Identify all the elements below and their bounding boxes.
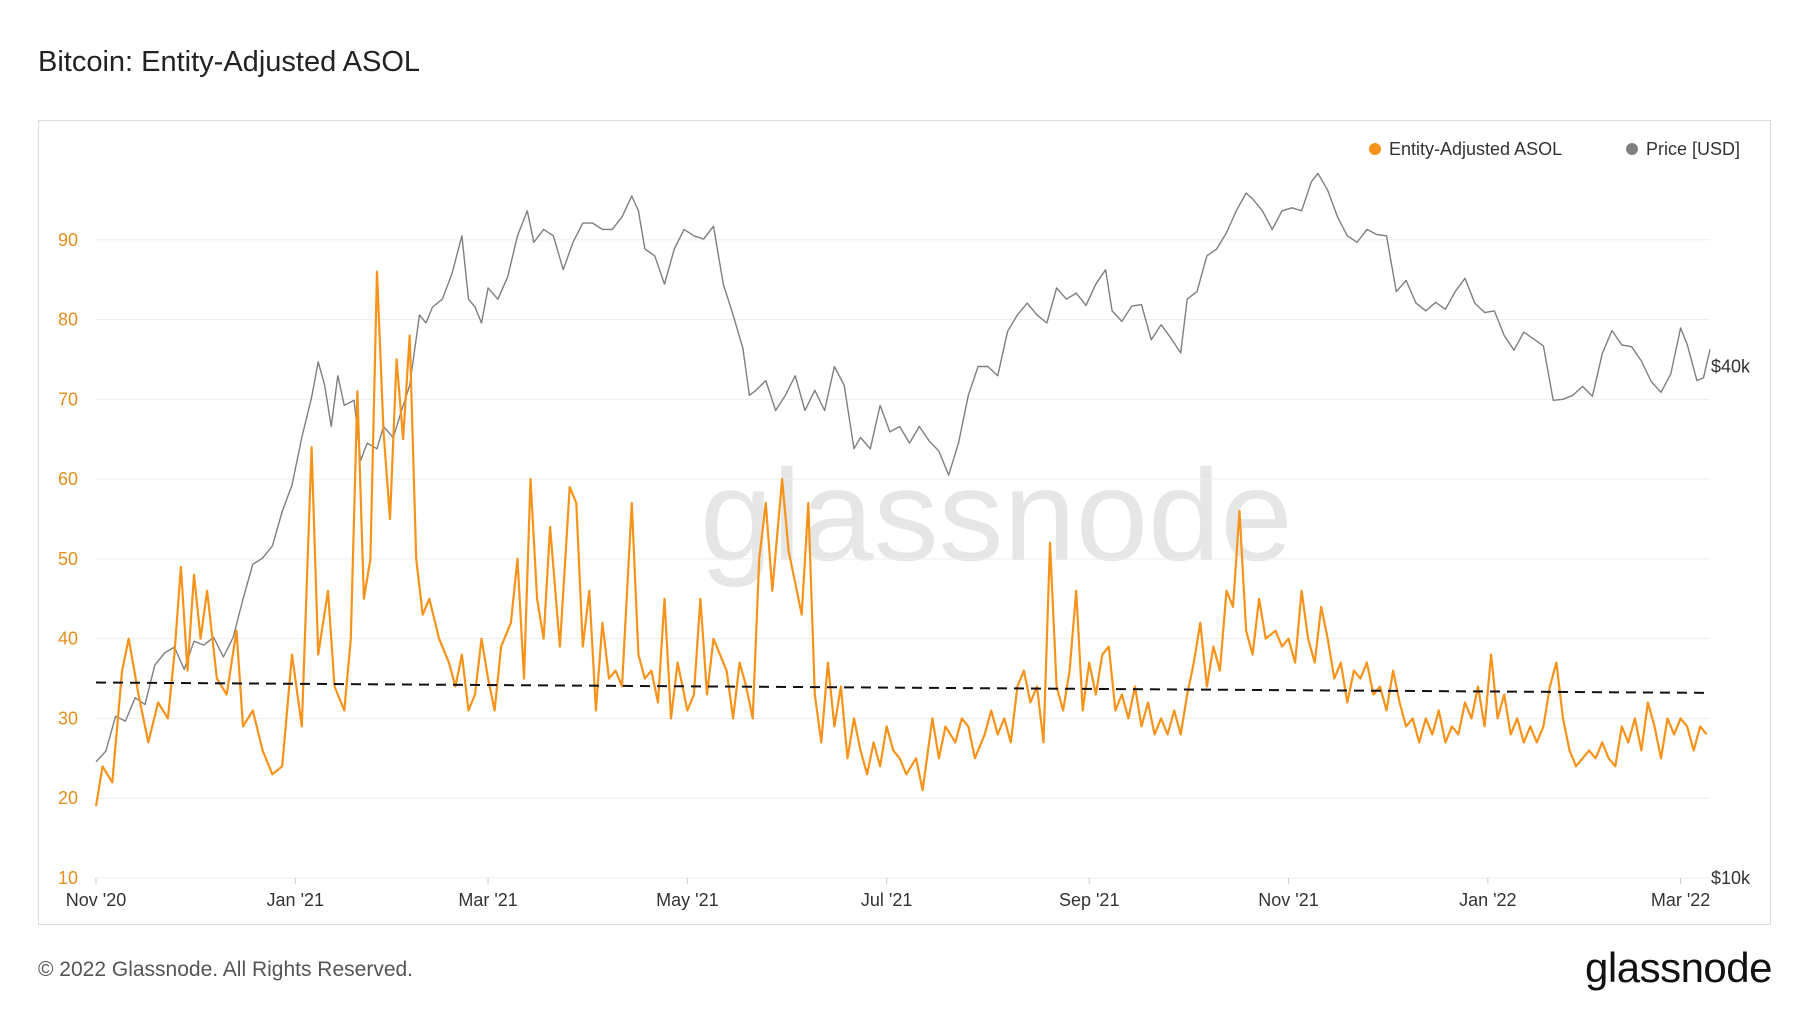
x-tick-label: Mar '22 <box>1651 890 1710 910</box>
x-tick-label: May '21 <box>656 890 718 910</box>
legend-label-asol: Entity-Adjusted ASOL <box>1389 139 1562 159</box>
x-tick-label: Jan '21 <box>267 890 324 910</box>
x-tick-label: Mar '21 <box>458 890 517 910</box>
copyright-text: © 2022 Glassnode. All Rights Reserved. <box>38 958 414 981</box>
right-tick-label: $40k <box>1711 356 1751 376</box>
trend-line <box>95 681 1711 694</box>
left-tick-label: 50 <box>58 549 78 569</box>
grid-lines <box>96 239 1710 879</box>
glassnode-logo: glassnode <box>1585 944 1772 991</box>
x-tick-label: Nov '21 <box>1258 890 1318 910</box>
chart-title: Bitcoin: Entity-Adjusted ASOL <box>38 46 421 78</box>
left-tick-label: 60 <box>58 469 78 489</box>
left-tick-label: 10 <box>58 868 78 888</box>
x-tick-label: Sep '21 <box>1059 890 1120 910</box>
left-tick-label: 70 <box>58 389 78 409</box>
asol-line <box>94 270 1708 807</box>
legend: Entity-Adjusted ASOL Price [USD] <box>1369 139 1740 159</box>
left-tick-label: 40 <box>58 629 78 649</box>
watermark-text: glassnode <box>700 442 1293 588</box>
legend-label-price: Price [USD] <box>1646 139 1740 159</box>
legend-dot-asol <box>1369 143 1381 155</box>
left-tick-label: 30 <box>58 708 78 728</box>
left-axis: 10 20 30 40 50 60 70 80 90 <box>58 230 78 888</box>
x-tick-label: Jul '21 <box>861 890 912 910</box>
legend-dot-price <box>1626 143 1638 155</box>
left-tick-label: 20 <box>58 788 78 808</box>
x-axis: Nov '20 Jan '21 Mar '21 May '21 Jul '21 Sep '… <box>66 878 1710 910</box>
right-tick-label: $10k <box>1711 868 1751 888</box>
x-tick-label: Jan '22 <box>1459 890 1516 910</box>
left-tick-label: 90 <box>58 230 78 250</box>
series-group <box>94 172 1711 807</box>
x-tick-label: Nov '20 <box>66 890 126 910</box>
right-axis: $10k $40k <box>1711 356 1751 888</box>
left-tick-label: 80 <box>58 310 78 330</box>
chart-frame <box>38 120 1771 925</box>
